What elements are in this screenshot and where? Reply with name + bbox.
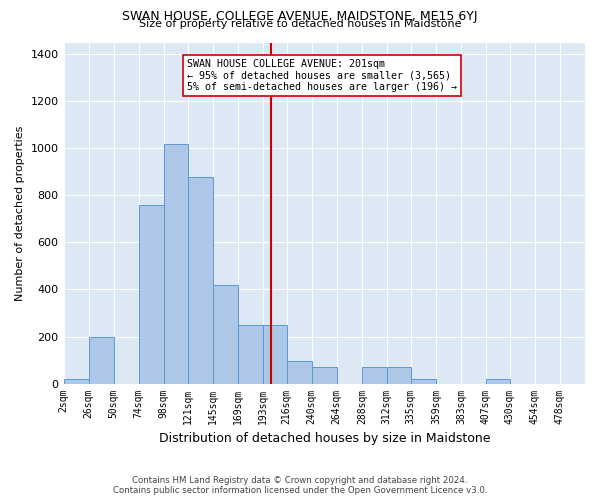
Y-axis label: Number of detached properties: Number of detached properties xyxy=(15,126,25,300)
Bar xyxy=(139,205,164,384)
Bar xyxy=(89,336,113,384)
Bar xyxy=(287,361,312,384)
Text: SWAN HOUSE COLLEGE AVENUE: 201sqm
← 95% of detached houses are smaller (3,565)
5: SWAN HOUSE COLLEGE AVENUE: 201sqm ← 95% … xyxy=(187,59,457,92)
Bar xyxy=(312,367,337,384)
Bar xyxy=(212,285,238,384)
Bar xyxy=(387,367,411,384)
Bar xyxy=(362,367,387,384)
Bar xyxy=(238,325,263,384)
Bar xyxy=(486,379,510,384)
Bar xyxy=(164,144,188,384)
Bar xyxy=(188,176,212,384)
Text: SWAN HOUSE, COLLEGE AVENUE, MAIDSTONE, ME15 6YJ: SWAN HOUSE, COLLEGE AVENUE, MAIDSTONE, M… xyxy=(122,10,478,23)
Bar xyxy=(64,379,89,384)
Bar xyxy=(411,379,436,384)
Text: Size of property relative to detached houses in Maidstone: Size of property relative to detached ho… xyxy=(139,19,461,29)
Bar xyxy=(263,325,287,384)
Text: Contains HM Land Registry data © Crown copyright and database right 2024.
Contai: Contains HM Land Registry data © Crown c… xyxy=(113,476,487,495)
X-axis label: Distribution of detached houses by size in Maidstone: Distribution of detached houses by size … xyxy=(158,432,490,445)
